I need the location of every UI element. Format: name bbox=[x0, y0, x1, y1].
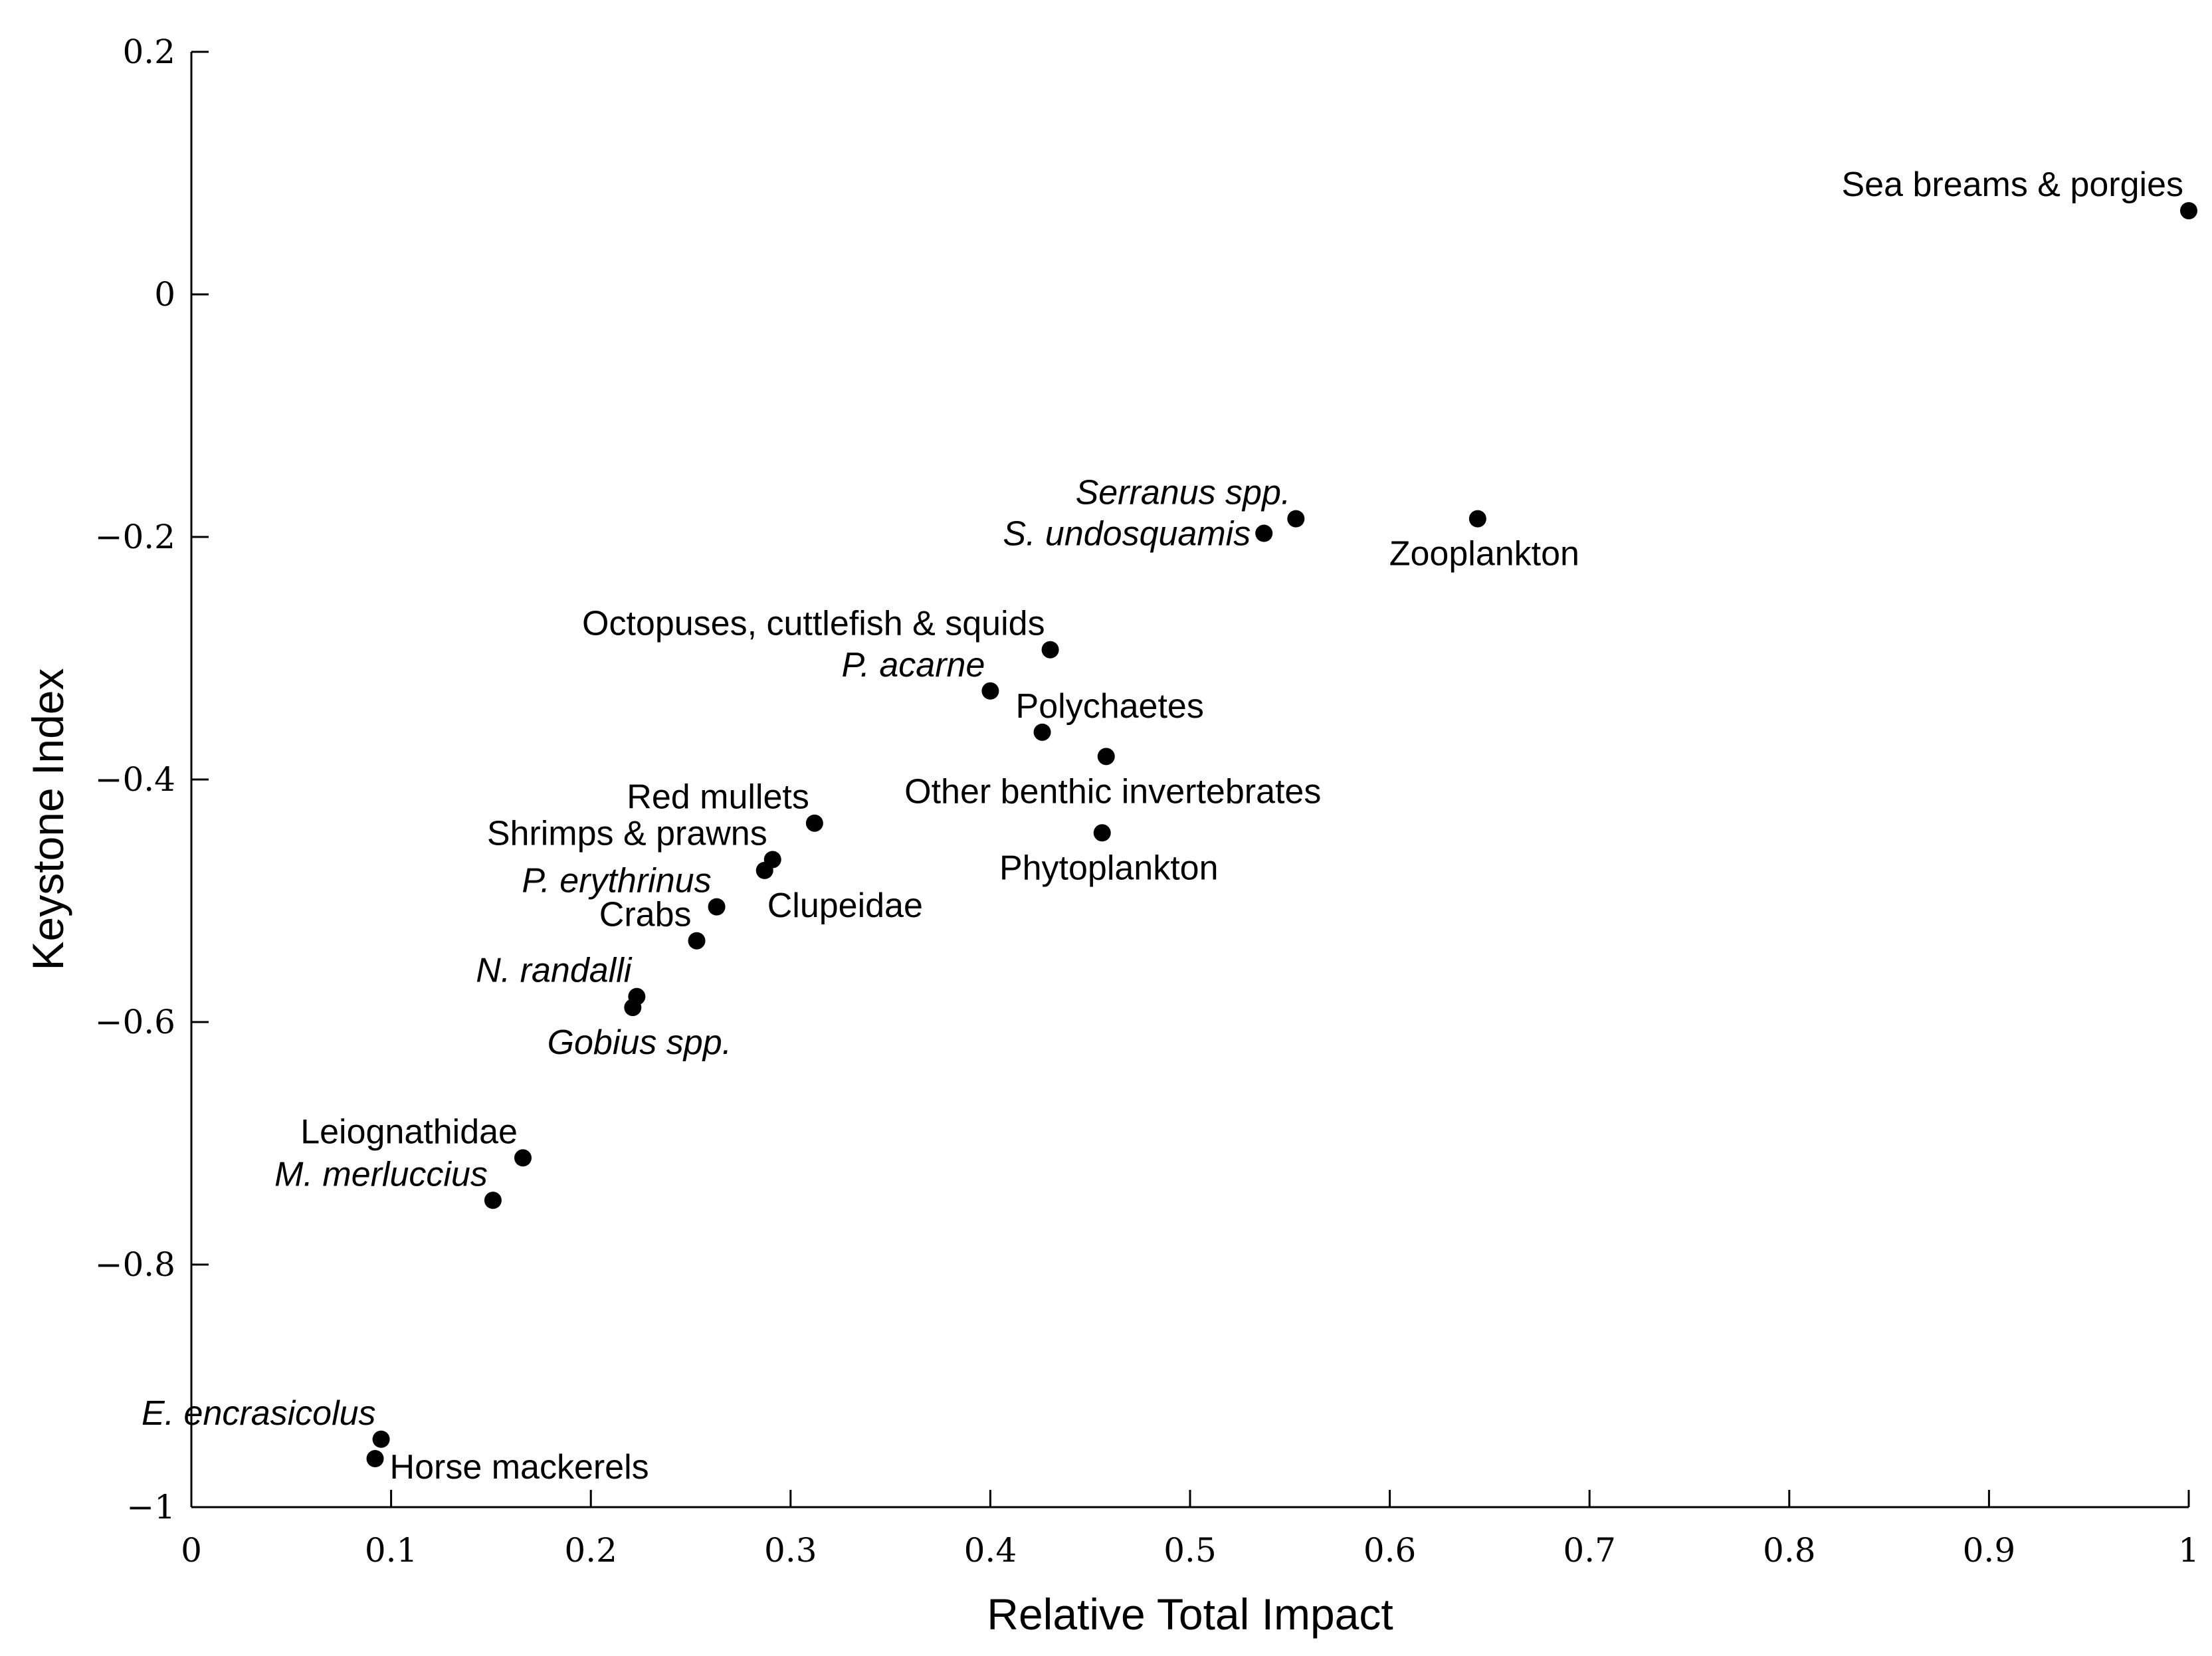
data-label: Other benthic invertebrates bbox=[904, 772, 1321, 811]
y-tick-label: 0 bbox=[154, 275, 175, 314]
data-point bbox=[805, 814, 823, 832]
data-label: P. acarne bbox=[842, 646, 985, 684]
x-tick-label: 0.4 bbox=[964, 1531, 1017, 1570]
data-label: Shrimps & prawns bbox=[487, 814, 767, 853]
x-tick-label: 0.2 bbox=[564, 1531, 617, 1570]
data-label: Sea breams & porgies bbox=[1842, 165, 2184, 204]
data-point bbox=[2180, 202, 2197, 220]
data-label: E. encrasicolus bbox=[142, 1394, 376, 1433]
data-point bbox=[514, 1149, 532, 1167]
data-points bbox=[366, 202, 2197, 1467]
data-point bbox=[372, 1430, 390, 1448]
data-point bbox=[688, 932, 706, 950]
data-point bbox=[708, 898, 726, 916]
data-point bbox=[981, 682, 999, 700]
data-point bbox=[1097, 748, 1115, 766]
y-axis-title: Keystone Index bbox=[23, 669, 72, 971]
x-tick-label: 0.6 bbox=[1363, 1531, 1417, 1570]
data-label: Serranus spp. bbox=[1076, 474, 1291, 512]
data-label: Red mullets bbox=[627, 778, 809, 817]
data-point bbox=[1468, 510, 1486, 528]
data-label: Polychaetes bbox=[1016, 687, 1204, 726]
data-label: Leiognathidae bbox=[300, 1112, 518, 1151]
data-label: Octopuses, cuttlefish & squids bbox=[582, 605, 1045, 643]
data-point bbox=[1287, 510, 1305, 528]
data-label: M. merluccius bbox=[274, 1155, 488, 1193]
data-label: Gobius spp. bbox=[548, 1023, 732, 1062]
data-point bbox=[755, 861, 773, 879]
x-tick-label: 0.3 bbox=[764, 1531, 817, 1570]
data-label: Clupeidae bbox=[767, 886, 923, 925]
data-label: Phytoplankton bbox=[999, 849, 1219, 887]
x-tick-label: 0.9 bbox=[1963, 1531, 2016, 1570]
data-label: Horse mackerels bbox=[390, 1448, 649, 1487]
data-label: N. randalli bbox=[476, 952, 633, 990]
x-tick-label: 0 bbox=[181, 1531, 202, 1570]
data-point bbox=[1255, 524, 1273, 542]
y-tick-label: −0.8 bbox=[95, 1245, 175, 1284]
data-point bbox=[484, 1191, 502, 1209]
data-label: Zooplankton bbox=[1389, 535, 1579, 573]
x-tick-label: 0.7 bbox=[1563, 1531, 1616, 1570]
x-tick-label: 0.8 bbox=[1763, 1531, 1816, 1570]
data-point bbox=[1033, 723, 1051, 741]
axis-ticks: 0 0.1 0.2 0.3 0.4 0.5 0.6 0.7 0.8 0.9 1 0.2 0 −0.2 −0.… bbox=[95, 33, 2199, 1570]
data-labels: Sea breams & porgies Zooplankton Serranus … bbox=[142, 165, 2183, 1487]
data-point bbox=[1041, 641, 1059, 659]
data-point bbox=[624, 999, 642, 1017]
x-tick-label: 1 bbox=[2178, 1531, 2199, 1570]
y-tick-label: −0.4 bbox=[95, 760, 175, 799]
data-label: Crabs bbox=[599, 896, 692, 934]
data-label: S. undosquamis bbox=[1003, 515, 1251, 554]
y-tick-label: 0.2 bbox=[122, 33, 175, 71]
x-axis-title: Relative Total Impact bbox=[987, 1590, 1393, 1639]
data-point bbox=[1093, 824, 1111, 842]
y-tick-label: −0.6 bbox=[95, 1003, 175, 1041]
x-tick-label: 0.1 bbox=[365, 1531, 418, 1570]
y-tick-label: −1 bbox=[126, 1488, 175, 1526]
data-label: P. erythrinus bbox=[522, 862, 711, 900]
data-point bbox=[366, 1450, 384, 1467]
y-tick-label: −0.2 bbox=[95, 518, 175, 556]
x-tick-label: 0.5 bbox=[1163, 1531, 1217, 1570]
